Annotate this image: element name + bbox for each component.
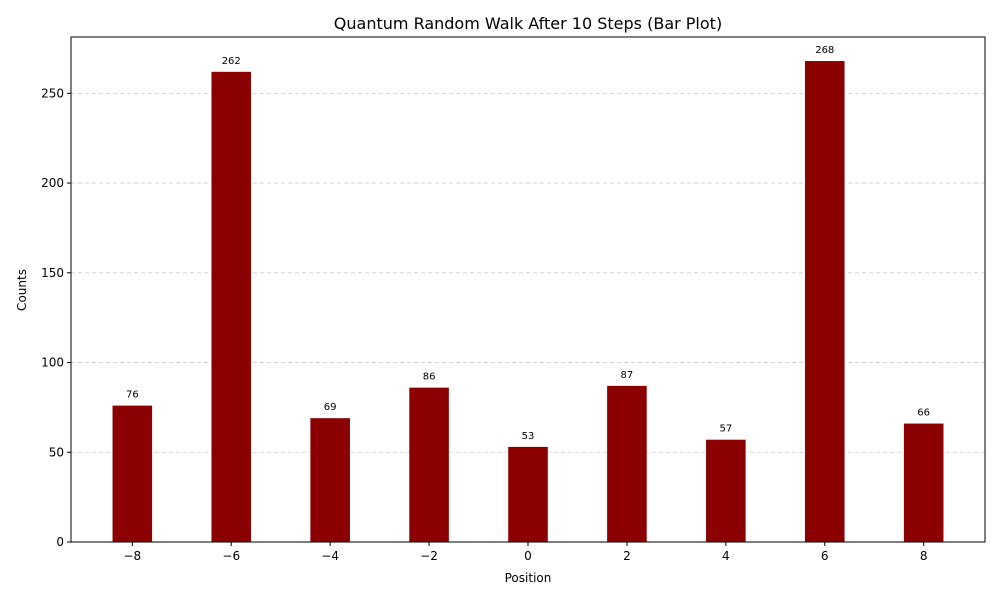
bar (211, 71, 252, 542)
y-tick-label: 50 (49, 445, 64, 459)
bar (607, 385, 647, 542)
chart-title: Quantum Random Walk After 10 Steps (Bar … (334, 14, 722, 33)
bar-value-label: 69 (324, 402, 337, 413)
y-tick-label: 250 (41, 86, 64, 100)
x-tick-label: −6 (222, 549, 240, 563)
x-tick-label: 6 (821, 549, 829, 563)
bar (409, 387, 449, 542)
x-axis-label: Position (505, 571, 552, 585)
bar-value-label: 262 (222, 56, 241, 67)
bar (112, 405, 153, 542)
y-tick-label: 100 (41, 356, 64, 370)
bars (112, 61, 944, 543)
bar-value-labels: 76 262 69 86 53 87 57 268 66 (126, 45, 930, 442)
bar (508, 446, 548, 542)
x-tick-label: −4 (321, 549, 339, 563)
x-tick-label: 4 (722, 549, 730, 563)
bar-value-label: 86 (423, 372, 436, 383)
x-tick-label: 0 (524, 549, 532, 563)
bar (903, 423, 944, 542)
x-tick-label: −8 (123, 549, 141, 563)
y-axis-label: Counts (15, 269, 29, 311)
y-tick-label: 0 (56, 535, 64, 549)
x-tick-label: 8 (920, 549, 928, 563)
bar-value-label: 66 (917, 408, 930, 419)
y-tick-label: 150 (41, 266, 64, 280)
bar (310, 418, 350, 542)
bar-value-label: 53 (522, 431, 535, 442)
bar-value-label: 87 (621, 370, 634, 381)
bar (804, 61, 845, 543)
x-tick-label: −2 (420, 549, 438, 563)
grid-lines (71, 92, 985, 453)
bar (706, 439, 746, 542)
x-tick-label: 2 (623, 549, 631, 563)
y-tick-label: 200 (41, 176, 64, 190)
bar-value-label: 57 (719, 424, 732, 435)
bar-value-label: 268 (815, 45, 834, 56)
axes: −8 −6 −4 −2 0 2 4 6 8 0 50 100 150 200 250 (41, 36, 986, 563)
bar-value-label: 76 (126, 390, 139, 401)
